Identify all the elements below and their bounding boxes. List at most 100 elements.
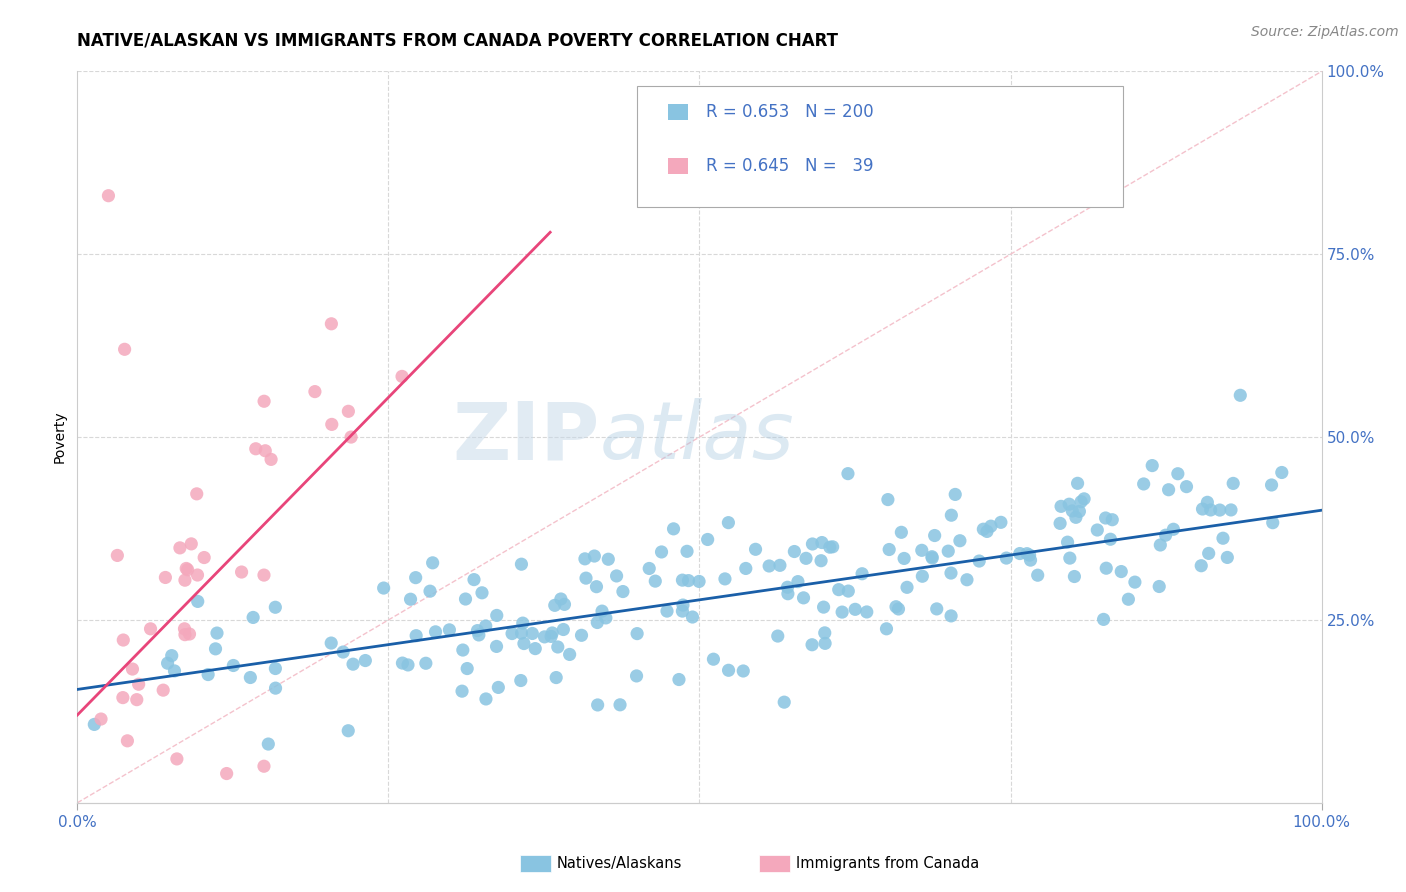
Point xyxy=(321,417,343,432)
Point xyxy=(887,602,910,616)
Point xyxy=(851,566,873,581)
Point xyxy=(485,608,508,623)
Point xyxy=(921,551,943,566)
Point xyxy=(1059,551,1081,566)
Point xyxy=(855,605,877,619)
Point xyxy=(1095,561,1118,575)
Point xyxy=(174,627,197,641)
Point xyxy=(125,692,148,706)
Point xyxy=(1154,528,1177,542)
Point xyxy=(943,487,966,501)
Point xyxy=(253,568,276,582)
Point xyxy=(558,648,581,662)
Point xyxy=(672,598,695,612)
Point xyxy=(156,657,179,671)
Point xyxy=(717,663,740,677)
Point xyxy=(1229,388,1251,402)
Point xyxy=(1209,503,1232,517)
Point xyxy=(257,737,280,751)
Point xyxy=(949,533,972,548)
Point xyxy=(419,584,441,599)
Point xyxy=(222,658,245,673)
Point xyxy=(541,626,564,640)
Point xyxy=(186,487,208,501)
Point xyxy=(1261,516,1284,530)
Point xyxy=(896,580,918,594)
Point xyxy=(1109,565,1132,579)
Point xyxy=(794,551,817,566)
Point xyxy=(1018,548,1040,562)
Point xyxy=(467,624,489,638)
Point xyxy=(792,591,814,605)
Point xyxy=(128,677,150,691)
Point xyxy=(160,648,183,663)
Point xyxy=(702,652,724,666)
Point xyxy=(340,430,363,444)
Text: R = 0.645   N =   39: R = 0.645 N = 39 xyxy=(706,157,873,175)
Point xyxy=(1092,612,1115,626)
Point xyxy=(321,636,343,650)
Point xyxy=(831,605,853,619)
Point xyxy=(173,622,195,636)
Point xyxy=(773,695,796,709)
Point xyxy=(1163,522,1185,536)
Point xyxy=(821,540,844,554)
Point xyxy=(783,544,806,558)
Point xyxy=(585,580,607,594)
Point xyxy=(1101,513,1123,527)
Point xyxy=(1271,466,1294,480)
Point xyxy=(638,561,661,575)
Point xyxy=(451,643,474,657)
Point xyxy=(1066,476,1088,491)
Point xyxy=(425,624,447,639)
Point xyxy=(939,608,962,623)
Point xyxy=(941,508,963,523)
Point xyxy=(260,452,283,467)
Bar xyxy=(668,158,688,174)
Point xyxy=(471,586,494,600)
Point xyxy=(1216,550,1239,565)
Point xyxy=(187,594,209,608)
Point xyxy=(117,734,139,748)
Point xyxy=(1142,458,1164,473)
Text: Source: ZipAtlas.com: Source: ZipAtlas.com xyxy=(1251,25,1399,39)
Point xyxy=(239,671,262,685)
Point xyxy=(801,638,824,652)
Point xyxy=(671,604,693,618)
Point xyxy=(787,574,810,589)
Point xyxy=(884,599,907,614)
Point xyxy=(553,623,575,637)
Point xyxy=(1212,531,1234,545)
Point xyxy=(1222,476,1244,491)
Point xyxy=(105,549,128,563)
Point xyxy=(1056,535,1078,549)
Point xyxy=(1198,546,1220,560)
Point xyxy=(152,683,174,698)
Point xyxy=(595,611,617,625)
Point xyxy=(714,572,737,586)
Point xyxy=(468,628,491,642)
Point xyxy=(304,384,326,399)
Point xyxy=(911,543,934,558)
Point xyxy=(678,574,700,588)
Point xyxy=(801,537,824,551)
Point xyxy=(114,343,136,357)
Point xyxy=(544,599,567,613)
Point xyxy=(231,565,253,579)
Point xyxy=(911,569,934,583)
Point xyxy=(877,492,900,507)
Point xyxy=(254,443,277,458)
Point xyxy=(626,626,648,640)
Point xyxy=(90,712,112,726)
Point xyxy=(405,629,427,643)
Bar xyxy=(668,104,688,120)
Point xyxy=(644,574,666,588)
Point xyxy=(155,570,177,584)
Point xyxy=(553,598,575,612)
Point xyxy=(391,656,413,670)
Point xyxy=(586,615,609,630)
Point xyxy=(606,569,628,583)
Point xyxy=(813,600,835,615)
Point xyxy=(924,528,946,542)
Point xyxy=(598,552,620,566)
